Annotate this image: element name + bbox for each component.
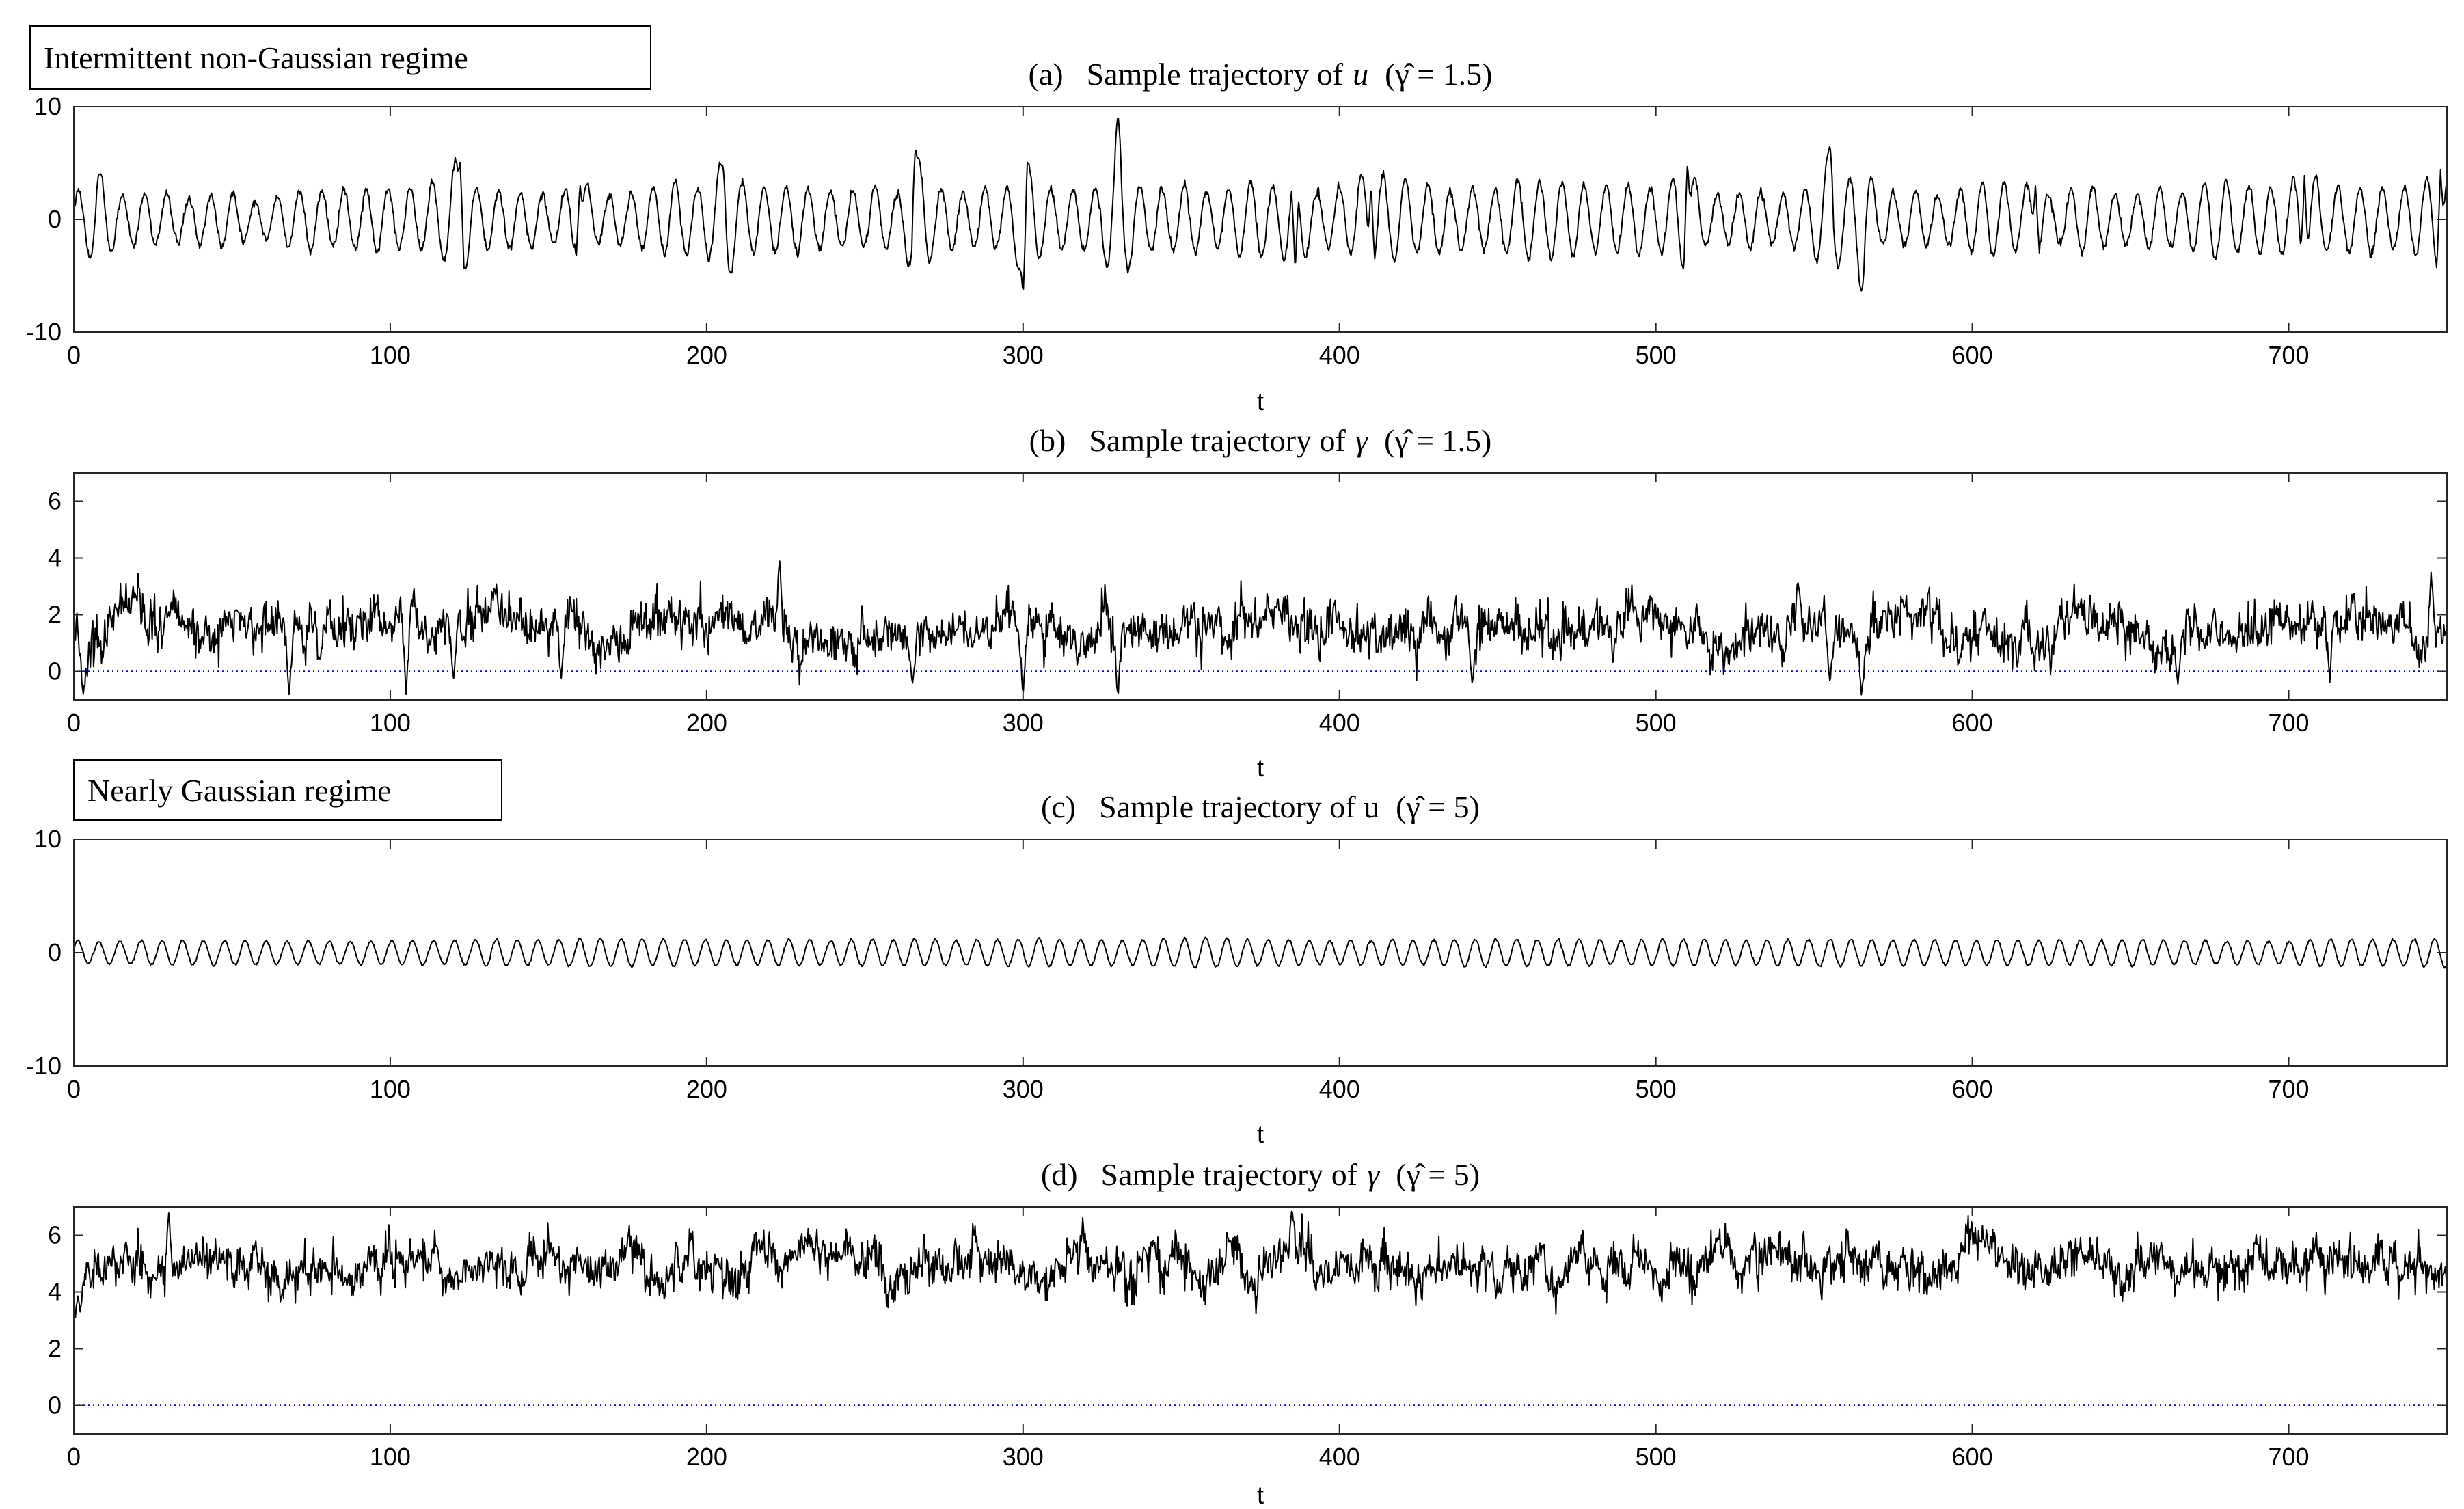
chart-panel-3: (d) Sample trajectory of γ (γ̂ = 5) 0 100 200 3… bbox=[48, 1157, 2448, 1509]
y-tick-label: 0 bbox=[48, 205, 62, 233]
x-tick-label: 100 bbox=[370, 1075, 411, 1103]
title-panel-label: (b) bbox=[1029, 423, 1066, 458]
y-tick-label: -10 bbox=[26, 1052, 62, 1080]
chart-panel-2: Nearly Gaussian regime (c) Sample trajecto… bbox=[26, 759, 2448, 1148]
series-line-0 bbox=[74, 118, 2447, 292]
title-text: Sample trajectory of u bbox=[1099, 789, 1379, 824]
title-text: Sample trajectory of bbox=[1087, 57, 1344, 92]
x-axis-label: t bbox=[1257, 388, 1264, 416]
x-tick-label: 0 bbox=[67, 1443, 81, 1471]
chart-title: (d) Sample trajectory of γ (γ̂ = 5) bbox=[1041, 1157, 1480, 1192]
x-tick-label: 500 bbox=[1636, 341, 1677, 369]
x-tick-label: 100 bbox=[370, 709, 411, 737]
title-variable: γ bbox=[1367, 1157, 1381, 1192]
series-line-0 bbox=[74, 560, 2447, 696]
chart-title: (c) Sample trajectory of u (γ̂ = 5) bbox=[1041, 789, 1480, 824]
x-tick-label: 600 bbox=[1952, 1075, 1993, 1103]
x-tick-label: 100 bbox=[370, 1443, 411, 1471]
x-tick-label: 0 bbox=[67, 1075, 81, 1103]
x-tick-label: 400 bbox=[1319, 1443, 1360, 1471]
title-text: Sample trajectory of bbox=[1101, 1157, 1358, 1192]
x-tick-label: 200 bbox=[686, 1075, 727, 1103]
title-variable: u bbox=[1353, 57, 1368, 92]
y-tick-label: 2 bbox=[48, 1335, 62, 1363]
y-tick-label: 0 bbox=[48, 1391, 62, 1419]
x-tick-label: 300 bbox=[1003, 341, 1044, 369]
title-variable: γ bbox=[1355, 423, 1369, 458]
x-tick-label: 600 bbox=[1952, 341, 1993, 369]
title-parameter: (γ̂ = 1.5) bbox=[1384, 423, 1491, 458]
chart-title: (b) Sample trajectory of γ (γ̂ = 1.5) bbox=[1029, 423, 1492, 458]
title-parameter: (γ̂ = 5) bbox=[1396, 1157, 1480, 1192]
title-panel-label: (d) bbox=[1041, 1157, 1078, 1192]
title-parameter: (γ̂ = 5) bbox=[1396, 789, 1480, 824]
axes-frame bbox=[73, 839, 2448, 1067]
y-tick-label: 2 bbox=[48, 601, 62, 629]
y-tick-label: -10 bbox=[26, 318, 62, 346]
x-tick-label: 700 bbox=[2268, 1443, 2309, 1471]
x-tick-label: 300 bbox=[1003, 1075, 1044, 1103]
axes-frame bbox=[73, 472, 2448, 701]
axes-frame bbox=[73, 1206, 2448, 1435]
annotation-text: Nearly Gaussian regime bbox=[87, 773, 392, 808]
x-tick-label: 200 bbox=[686, 341, 727, 369]
x-tick-label: 600 bbox=[1952, 709, 1993, 737]
x-tick-label: 0 bbox=[67, 709, 81, 737]
x-axis-label: t bbox=[1257, 1120, 1264, 1148]
y-tick-label: 6 bbox=[48, 1221, 62, 1249]
x-tick-label: 300 bbox=[1003, 709, 1044, 737]
x-tick-label: 500 bbox=[1636, 1075, 1677, 1103]
x-tick-label: 400 bbox=[1319, 1075, 1360, 1103]
x-tick-label: 300 bbox=[1003, 1443, 1044, 1471]
x-tick-label: 400 bbox=[1319, 709, 1360, 737]
y-tick-label: 6 bbox=[48, 487, 62, 515]
x-tick-label: 100 bbox=[370, 341, 411, 369]
y-tick-label: 0 bbox=[48, 938, 62, 966]
x-tick-label: 400 bbox=[1319, 341, 1360, 369]
x-tick-label: 200 bbox=[686, 709, 727, 737]
title-parameter: (γ̂ = 1.5) bbox=[1385, 57, 1492, 92]
y-tick-label: 10 bbox=[34, 825, 62, 853]
y-tick-label: 4 bbox=[48, 1278, 62, 1306]
title-panel-label: (a) bbox=[1029, 57, 1064, 92]
annotation-text: Intermittent non-Gaussian regime bbox=[44, 40, 468, 75]
annotation-box bbox=[29, 25, 651, 90]
x-tick-label: 700 bbox=[2268, 341, 2309, 369]
title-panel-label: (c) bbox=[1041, 789, 1076, 824]
x-tick-label: 200 bbox=[686, 1443, 727, 1471]
chart-panel-1: (b) Sample trajectory of γ (γ̂ = 1.5)0 100 20… bbox=[48, 423, 2448, 782]
x-tick-label: 0 bbox=[67, 341, 81, 369]
x-tick-label: 600 bbox=[1952, 1443, 1993, 1471]
x-tick-label: 500 bbox=[1636, 1443, 1677, 1471]
annotation-box bbox=[73, 759, 502, 821]
y-tick-label: 0 bbox=[48, 657, 62, 685]
title-text: Sample trajectory of bbox=[1089, 423, 1346, 458]
series-line-0 bbox=[74, 1210, 2447, 1318]
axes-frame bbox=[73, 106, 2448, 333]
x-axis-label: t bbox=[1257, 754, 1264, 782]
x-tick-label: 700 bbox=[2268, 709, 2309, 737]
chart-panels: Intermittent non-Gaussian regime (a) Sampl… bbox=[26, 25, 2448, 1509]
chart-panel-0: Intermittent non-Gaussian regime (a) Sampl… bbox=[26, 25, 2448, 416]
x-tick-label: 500 bbox=[1636, 709, 1677, 737]
x-axis-label: t bbox=[1257, 1481, 1264, 1509]
series-line-0 bbox=[74, 936, 2447, 969]
y-tick-label: 4 bbox=[48, 544, 62, 572]
chart-title: (a) Sample trajectory of u (γ̂ = 1.5) bbox=[1029, 57, 1493, 92]
x-tick-label: 700 bbox=[2268, 1075, 2309, 1103]
y-tick-label: 10 bbox=[34, 92, 62, 120]
